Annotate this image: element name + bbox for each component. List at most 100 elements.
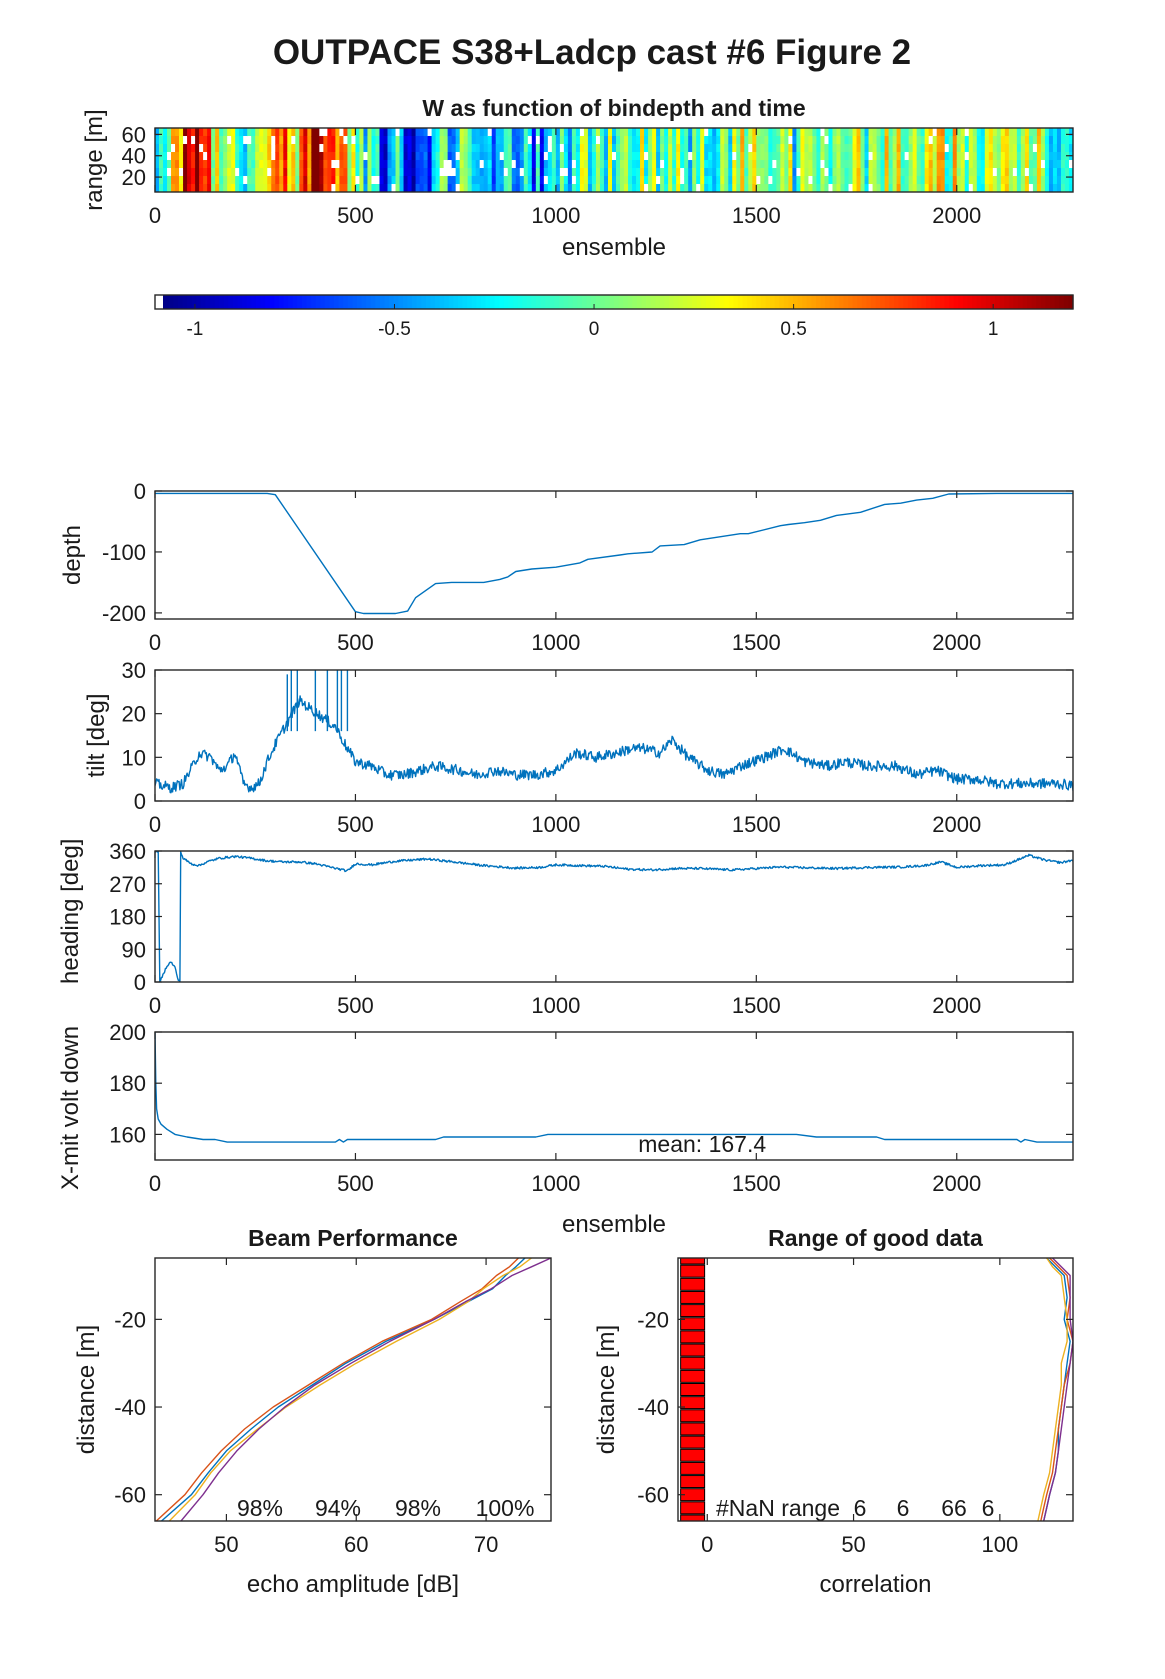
w-image-cell — [656, 176, 661, 185]
w-image-cell — [1016, 136, 1022, 145]
w-image-cell — [611, 160, 617, 169]
w-image-cell — [559, 184, 565, 192]
w-image-cell — [616, 176, 621, 185]
w-image-cell — [531, 176, 537, 185]
w-image-cell — [175, 144, 180, 153]
w-image-cell — [211, 152, 216, 161]
w-image-cell — [880, 176, 886, 185]
xmit-xtick-label: 2000 — [932, 1171, 981, 1196]
w-image-cell — [1012, 176, 1018, 185]
w-image-cell — [620, 144, 625, 153]
w-image-cell — [343, 152, 349, 161]
w-image-cell — [676, 144, 681, 153]
w-image-cell — [784, 160, 789, 169]
w-image-cell — [483, 160, 489, 169]
w-image-cell — [1052, 144, 1058, 153]
w-image-cell — [740, 136, 745, 145]
w-image-cell — [335, 176, 341, 185]
w-image-cell — [487, 184, 493, 192]
w-image-cell — [1056, 152, 1062, 161]
w-image-cell — [724, 160, 729, 169]
w-image-cell — [996, 160, 1002, 169]
nan-marker — [680, 1514, 706, 1521]
colorbar-swatch — [871, 295, 877, 309]
w-image-cell — [251, 136, 256, 145]
w-image-cell — [403, 152, 409, 161]
w-image-cell — [607, 160, 613, 169]
w-image-cell — [183, 184, 188, 192]
w-image-cell — [956, 144, 962, 153]
w-image-cell — [808, 128, 814, 137]
w-image-cell — [507, 168, 513, 177]
w-image-cell — [543, 152, 549, 161]
w-image-cell — [183, 144, 188, 153]
w-image-cell — [535, 160, 541, 169]
w-image-cell — [936, 128, 942, 137]
w-image-cell — [211, 168, 216, 177]
colorbar-swatch — [1017, 295, 1024, 309]
w-image-cell — [203, 184, 208, 192]
colorbar-swatch — [912, 295, 918, 309]
w-image-cell — [988, 128, 994, 137]
colorbar-swatch — [623, 295, 629, 309]
w-image-cell — [780, 168, 785, 177]
w-image-cell — [788, 184, 793, 192]
w-image-cell — [427, 152, 433, 161]
colorbar-swatch — [329, 295, 335, 309]
w-image-cell — [367, 176, 373, 185]
colorbar-swatch — [861, 295, 868, 309]
w-image-cell — [976, 128, 982, 137]
colorbar-swatch — [673, 295, 679, 309]
w-image-cell — [796, 128, 802, 137]
w-image-cell — [483, 168, 489, 177]
w-image-cell — [804, 144, 810, 153]
w-image-cell — [355, 168, 361, 177]
w-image-cell — [720, 136, 725, 145]
w-image-cell — [163, 160, 168, 169]
w-image-cell — [283, 168, 288, 177]
range_good-frame — [677, 1257, 1074, 1522]
w-image-cell — [363, 144, 369, 153]
w-image-cell — [499, 160, 505, 169]
colorbar: -1 -0.5 0 0.5 1 — [154, 294, 1074, 340]
w-image-cell — [852, 136, 858, 145]
w-image-cell — [475, 168, 481, 177]
w-image-cell — [295, 144, 300, 153]
w-image-cell — [311, 136, 316, 145]
w-image-cell — [908, 128, 914, 137]
w-image-cell — [335, 128, 341, 137]
w-image-cell — [740, 152, 745, 161]
nan-marker — [680, 1435, 706, 1449]
w-image-cell — [295, 136, 300, 145]
w-image-cell — [692, 128, 697, 137]
w-image-cell — [591, 176, 597, 185]
w-image-cell — [1068, 168, 1073, 177]
w-image-cell — [239, 176, 244, 185]
w-image-cell — [263, 152, 268, 161]
w-image-cell — [1032, 144, 1038, 153]
w-image-cell — [375, 128, 381, 137]
w-image-cell — [459, 184, 465, 192]
w-image-cell — [728, 168, 733, 177]
w-image-cell — [407, 136, 413, 145]
w-image-cell — [283, 144, 288, 153]
w-image-cell — [660, 152, 665, 161]
w-image-cell — [1016, 176, 1022, 185]
w-image-cell — [984, 184, 990, 192]
colorbar-swatch — [173, 295, 179, 309]
colorbar-swatch — [177, 295, 184, 309]
w-image-cell — [972, 152, 978, 161]
w-image-cell — [351, 160, 357, 169]
w-image-cell — [824, 128, 830, 137]
w-image-cell — [399, 168, 405, 177]
w-image-cell — [812, 128, 818, 137]
w-image-cell — [595, 168, 601, 177]
w-image-cell — [199, 184, 204, 192]
w-image-cell — [335, 184, 341, 192]
colorbar-frame — [154, 294, 1074, 310]
w-image-cell — [319, 184, 324, 192]
colorbar-swatch — [751, 295, 757, 309]
w-image-ytick-label: 60 — [122, 122, 146, 147]
